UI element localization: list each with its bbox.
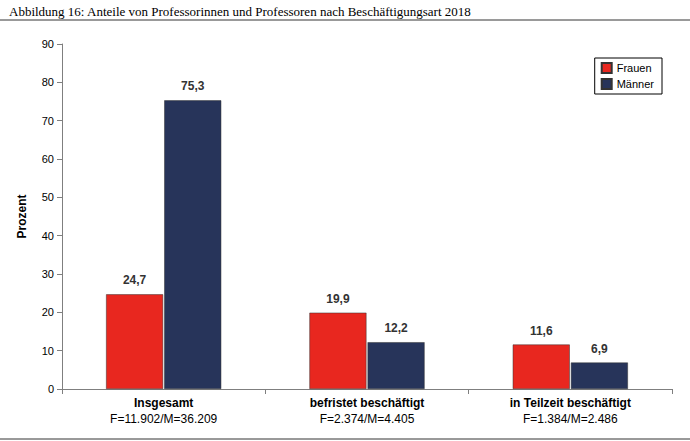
svg-text:70: 70	[42, 115, 54, 127]
svg-text:Frauen: Frauen	[617, 62, 652, 74]
svg-text:Abbildung 16: Anteile von Prof: Abbildung 16: Anteile von Professorinnen…	[9, 4, 471, 19]
svg-text:40: 40	[42, 230, 54, 242]
svg-text:Männer: Männer	[617, 78, 655, 90]
svg-text:in Teilzeit beschäftigt: in Teilzeit beschäftigt	[510, 396, 631, 410]
svg-text:10: 10	[42, 345, 54, 357]
svg-text:90: 90	[42, 38, 54, 50]
svg-text:75,3: 75,3	[181, 79, 205, 93]
svg-text:F=11.902/M=36.209: F=11.902/M=36.209	[110, 412, 218, 426]
svg-text:24,7: 24,7	[123, 273, 147, 287]
svg-text:60: 60	[42, 153, 54, 165]
svg-text:Prozent: Prozent	[15, 194, 29, 238]
svg-text:Insgesamt: Insgesamt	[134, 396, 193, 410]
svg-text:F=1.384/M=2.486: F=1.384/M=2.486	[523, 412, 618, 426]
svg-text:11,6: 11,6	[530, 324, 553, 338]
svg-text:50: 50	[42, 191, 54, 203]
svg-text:0: 0	[48, 383, 54, 395]
svg-text:12,2: 12,2	[384, 321, 408, 335]
svg-text:80: 80	[42, 76, 54, 88]
svg-text:F=2.374/M=4.405: F=2.374/M=4.405	[320, 412, 415, 426]
svg-text:6,9: 6,9	[591, 342, 608, 356]
svg-text:befristet beschäftigt: befristet beschäftigt	[310, 396, 425, 410]
svg-text:19,9: 19,9	[326, 292, 350, 306]
svg-text:30: 30	[42, 268, 54, 280]
svg-text:20: 20	[42, 306, 54, 318]
